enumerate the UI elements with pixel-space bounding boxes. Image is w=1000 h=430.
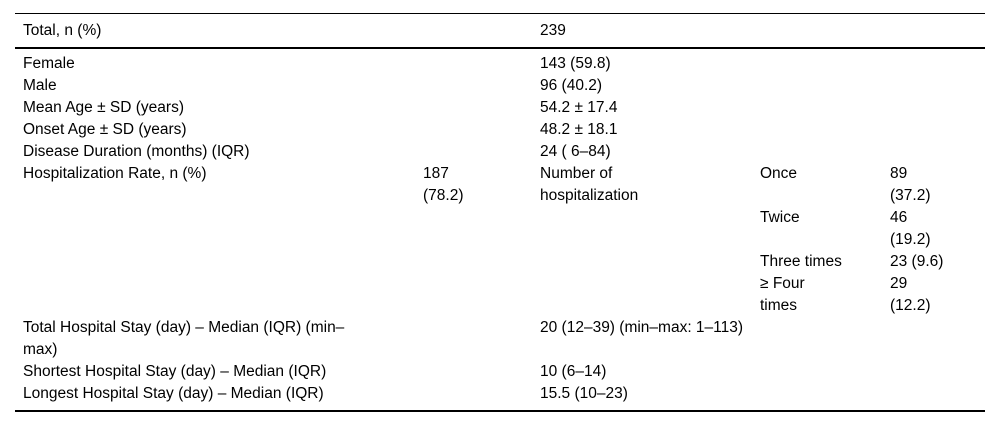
empty-cell [423, 119, 540, 141]
table-row-longest-stay: Longest Hospital Stay (day) – Median (IQ… [15, 383, 985, 411]
empty-cell [760, 75, 890, 97]
empty-cell [760, 119, 890, 141]
empty-cell [423, 75, 540, 97]
table-header-row: Total, n (%) 239 [15, 13, 985, 49]
row-value: 10 (6–14) [540, 363, 607, 380]
table-row-total-stay: Total Hospital Stay (day) – Median (IQR)… [15, 317, 985, 361]
empty-cell [890, 141, 985, 163]
breakdown-value-once: 89 (37.2) [890, 165, 931, 204]
hospitalization-subcategory-label: Number of hospitalization [540, 165, 639, 204]
row-label: Hospitalization Rate, n (%) [23, 165, 207, 182]
empty-cell [890, 75, 985, 97]
patient-characteristics-table: Total, n (%) 239 Female 143 (59.8) Male … [15, 13, 985, 412]
breakdown-label-four-or-more: ≥ Four times [760, 275, 805, 314]
header-total-label: Total, n (%) [15, 13, 423, 49]
hospitalization-rate-value: 187 (78.2) [423, 165, 464, 204]
row-label: Total Hospital Stay (day) – Median (IQR)… [23, 319, 345, 358]
empty-cell [760, 97, 890, 119]
table-row-onset-age: Onset Age ± SD (years) 48.2 ± 18.1 [15, 119, 985, 141]
row-label: Mean Age ± SD (years) [23, 99, 184, 116]
empty-cell [890, 48, 985, 75]
empty-cell [423, 383, 540, 411]
breakdown-label-once: Once [760, 165, 798, 182]
row-value: 96 (40.2) [540, 77, 603, 94]
row-label: Disease Duration (months) (IQR) [23, 143, 250, 160]
empty-cell [890, 97, 985, 119]
empty-cell [423, 141, 540, 163]
empty-cell [890, 13, 985, 49]
breakdown-label-twice: Twice [760, 209, 800, 226]
row-value: 54.2 ± 17.4 [540, 99, 618, 116]
hospitalization-breakdown: Once 89 (37.2) Twice 46 (19.2) Three tim… [760, 163, 985, 317]
table-row-mean-age: Mean Age ± SD (years) 54.2 ± 17.4 [15, 97, 985, 119]
row-value: 15.5 (10–23) [540, 385, 628, 402]
empty-cell [890, 119, 985, 141]
row-label: Male [23, 77, 57, 94]
row-value: 20 (12–39) (min–max: 1–113) [540, 319, 744, 336]
breakdown-label-three-times: Three times [760, 253, 842, 270]
empty-cell [760, 141, 890, 163]
empty-cell [423, 97, 540, 119]
row-value: 24 ( 6–84) [540, 143, 611, 160]
row-label: Shortest Hospital Stay (day) – Median (I… [23, 363, 327, 380]
row-value: 143 (59.8) [540, 55, 611, 72]
header-total-value: 239 [540, 13, 760, 49]
table-row-hospitalization-rate: Hospitalization Rate, n (%) 187 (78.2) N… [15, 163, 985, 317]
table-row-female: Female 143 (59.8) [15, 48, 985, 75]
breakdown-value-four-or-more: 29 (12.2) [890, 275, 931, 314]
table-row-shortest-stay: Shortest Hospital Stay (day) – Median (I… [15, 361, 985, 383]
empty-cell [423, 361, 540, 383]
row-label: Female [23, 55, 75, 72]
empty-cell [423, 317, 540, 361]
empty-cell [423, 13, 540, 49]
row-value: 48.2 ± 18.1 [540, 121, 618, 138]
breakdown-value-three-times: 23 (9.6) [890, 253, 944, 270]
empty-cell [760, 13, 890, 49]
table-row-male: Male 96 (40.2) [15, 75, 985, 97]
empty-cell [423, 48, 540, 75]
row-label: Longest Hospital Stay (day) – Median (IQ… [23, 385, 324, 402]
empty-cell [760, 48, 890, 75]
table-row-disease-duration: Disease Duration (months) (IQR) 24 ( 6–8… [15, 141, 985, 163]
breakdown-value-twice: 46 (19.2) [890, 209, 931, 248]
row-label: Onset Age ± SD (years) [23, 121, 187, 138]
